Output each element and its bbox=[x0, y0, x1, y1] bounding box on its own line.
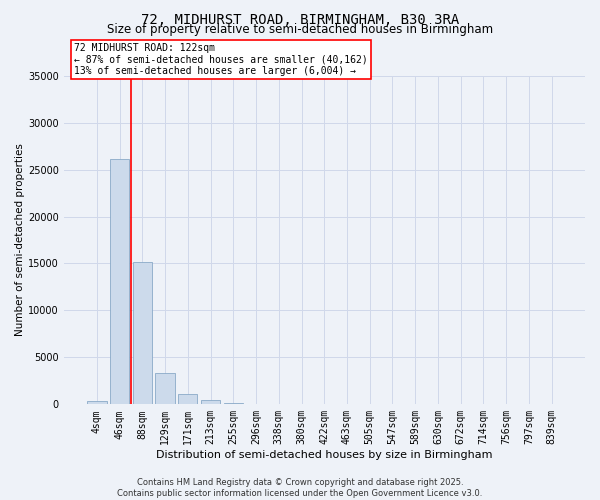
Bar bbox=[155, 374, 175, 404]
Text: Size of property relative to semi-detached houses in Birmingham: Size of property relative to semi-detach… bbox=[107, 22, 493, 36]
Bar bbox=[110, 160, 129, 404]
Bar bbox=[133, 262, 152, 404]
Text: 72 MIDHURST ROAD: 122sqm
← 87% of semi-detached houses are smaller (40,162)
13% : 72 MIDHURST ROAD: 122sqm ← 87% of semi-d… bbox=[74, 42, 368, 76]
Y-axis label: Number of semi-detached properties: Number of semi-detached properties bbox=[15, 144, 25, 336]
Bar bbox=[178, 394, 197, 404]
Bar bbox=[87, 401, 107, 404]
Bar bbox=[201, 400, 220, 404]
Text: 72, MIDHURST ROAD, BIRMINGHAM, B30 3RA: 72, MIDHURST ROAD, BIRMINGHAM, B30 3RA bbox=[141, 12, 459, 26]
Text: Contains HM Land Registry data © Crown copyright and database right 2025.
Contai: Contains HM Land Registry data © Crown c… bbox=[118, 478, 482, 498]
X-axis label: Distribution of semi-detached houses by size in Birmingham: Distribution of semi-detached houses by … bbox=[156, 450, 493, 460]
Bar bbox=[224, 403, 243, 404]
